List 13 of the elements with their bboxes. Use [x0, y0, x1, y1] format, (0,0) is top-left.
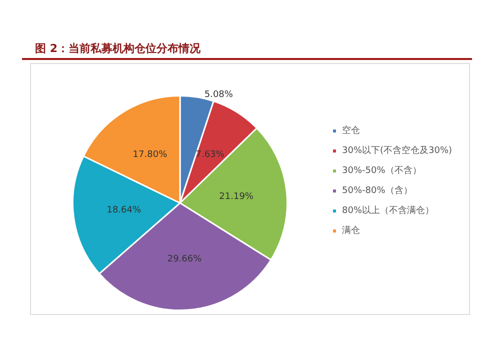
legend-label: 50%-80%（含）: [342, 185, 412, 196]
legend-label: 满仓: [342, 225, 360, 236]
legend-label: 30%-50%（不含）: [342, 165, 422, 176]
legend-label: 80%以上（不含满仓）: [342, 205, 434, 216]
data-label: 7.63%: [196, 150, 225, 160]
data-label: 21.19%: [219, 192, 254, 202]
data-label: 17.80%: [132, 150, 168, 160]
data-label: 5.08%: [204, 90, 234, 100]
legend-label: 空仓: [342, 125, 360, 136]
legend-label: 30%以下(不含空仓及30%): [342, 145, 452, 156]
data-label: 29.66%: [167, 254, 202, 264]
chart-title: 图 2：当前私募机构仓位分布情况: [35, 42, 202, 55]
data-label: 18.64%: [106, 206, 142, 216]
